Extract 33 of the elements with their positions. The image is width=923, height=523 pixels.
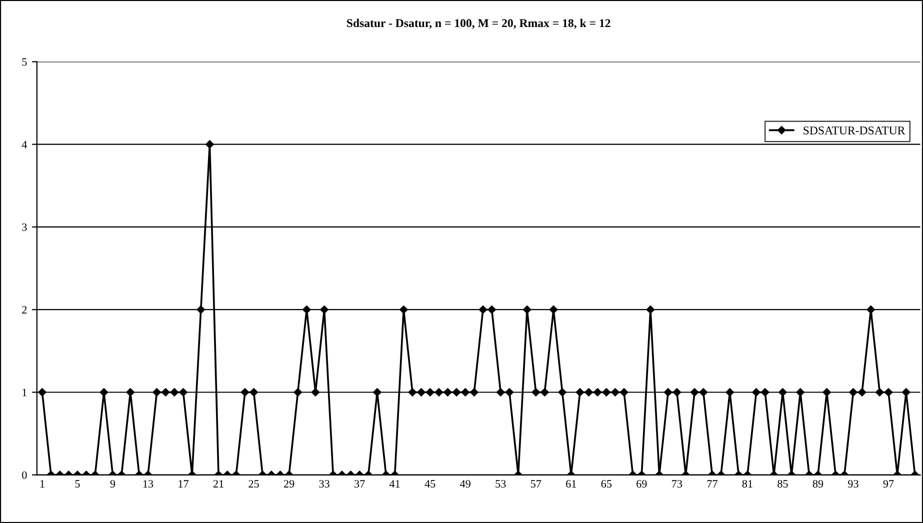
x-tick-label: 21 (213, 480, 224, 488)
x-tick-label: 33 (319, 480, 330, 488)
y-tick-label: 4 (22, 140, 28, 148)
x-tick-label: 1 (40, 480, 44, 488)
x-tick-label: 45 (424, 480, 436, 488)
x-tick-label: 65 (601, 480, 612, 488)
x-tick-label: 41 (389, 480, 400, 488)
x-tick-label: 13 (143, 480, 154, 488)
x-tick-label: 69 (636, 480, 647, 488)
x-tick-label: 49 (460, 480, 470, 488)
x-tick-label: 77 (707, 480, 718, 488)
y-tick-label: 2 (22, 306, 27, 314)
x-tick-label: 29 (284, 480, 294, 488)
x-tick-label: 57 (530, 480, 542, 488)
x-tick-label: 17 (178, 480, 188, 488)
x-tick-label: 97 (883, 480, 894, 488)
x-tick-label: 61 (566, 480, 576, 488)
y-tick-label: 3 (22, 223, 27, 231)
x-tick-label: 37 (354, 480, 365, 488)
x-tick-label: 9 (110, 480, 116, 488)
x-tick-label: 85 (778, 480, 788, 488)
y-tick-label: 0 (22, 471, 27, 479)
x-tick-label: 53 (496, 480, 506, 488)
x-tick-label: 93 (848, 480, 858, 488)
y-tick-label: 1 (22, 388, 27, 396)
x-tick-label: 81 (742, 480, 752, 488)
y-tick-label: 5 (22, 58, 27, 66)
x-tick-label: 89 (812, 480, 824, 488)
x-tick-label: 25 (248, 480, 259, 488)
x-tick-label: 5 (75, 480, 80, 488)
x-tick-label: 73 (672, 480, 682, 488)
legend-label: SDSATUR-DSATUR (804, 126, 906, 134)
chart-title: Sdsatur - Dsatur, n = 100, M = 20, Rmax = 18, k = 12 (347, 18, 610, 29)
